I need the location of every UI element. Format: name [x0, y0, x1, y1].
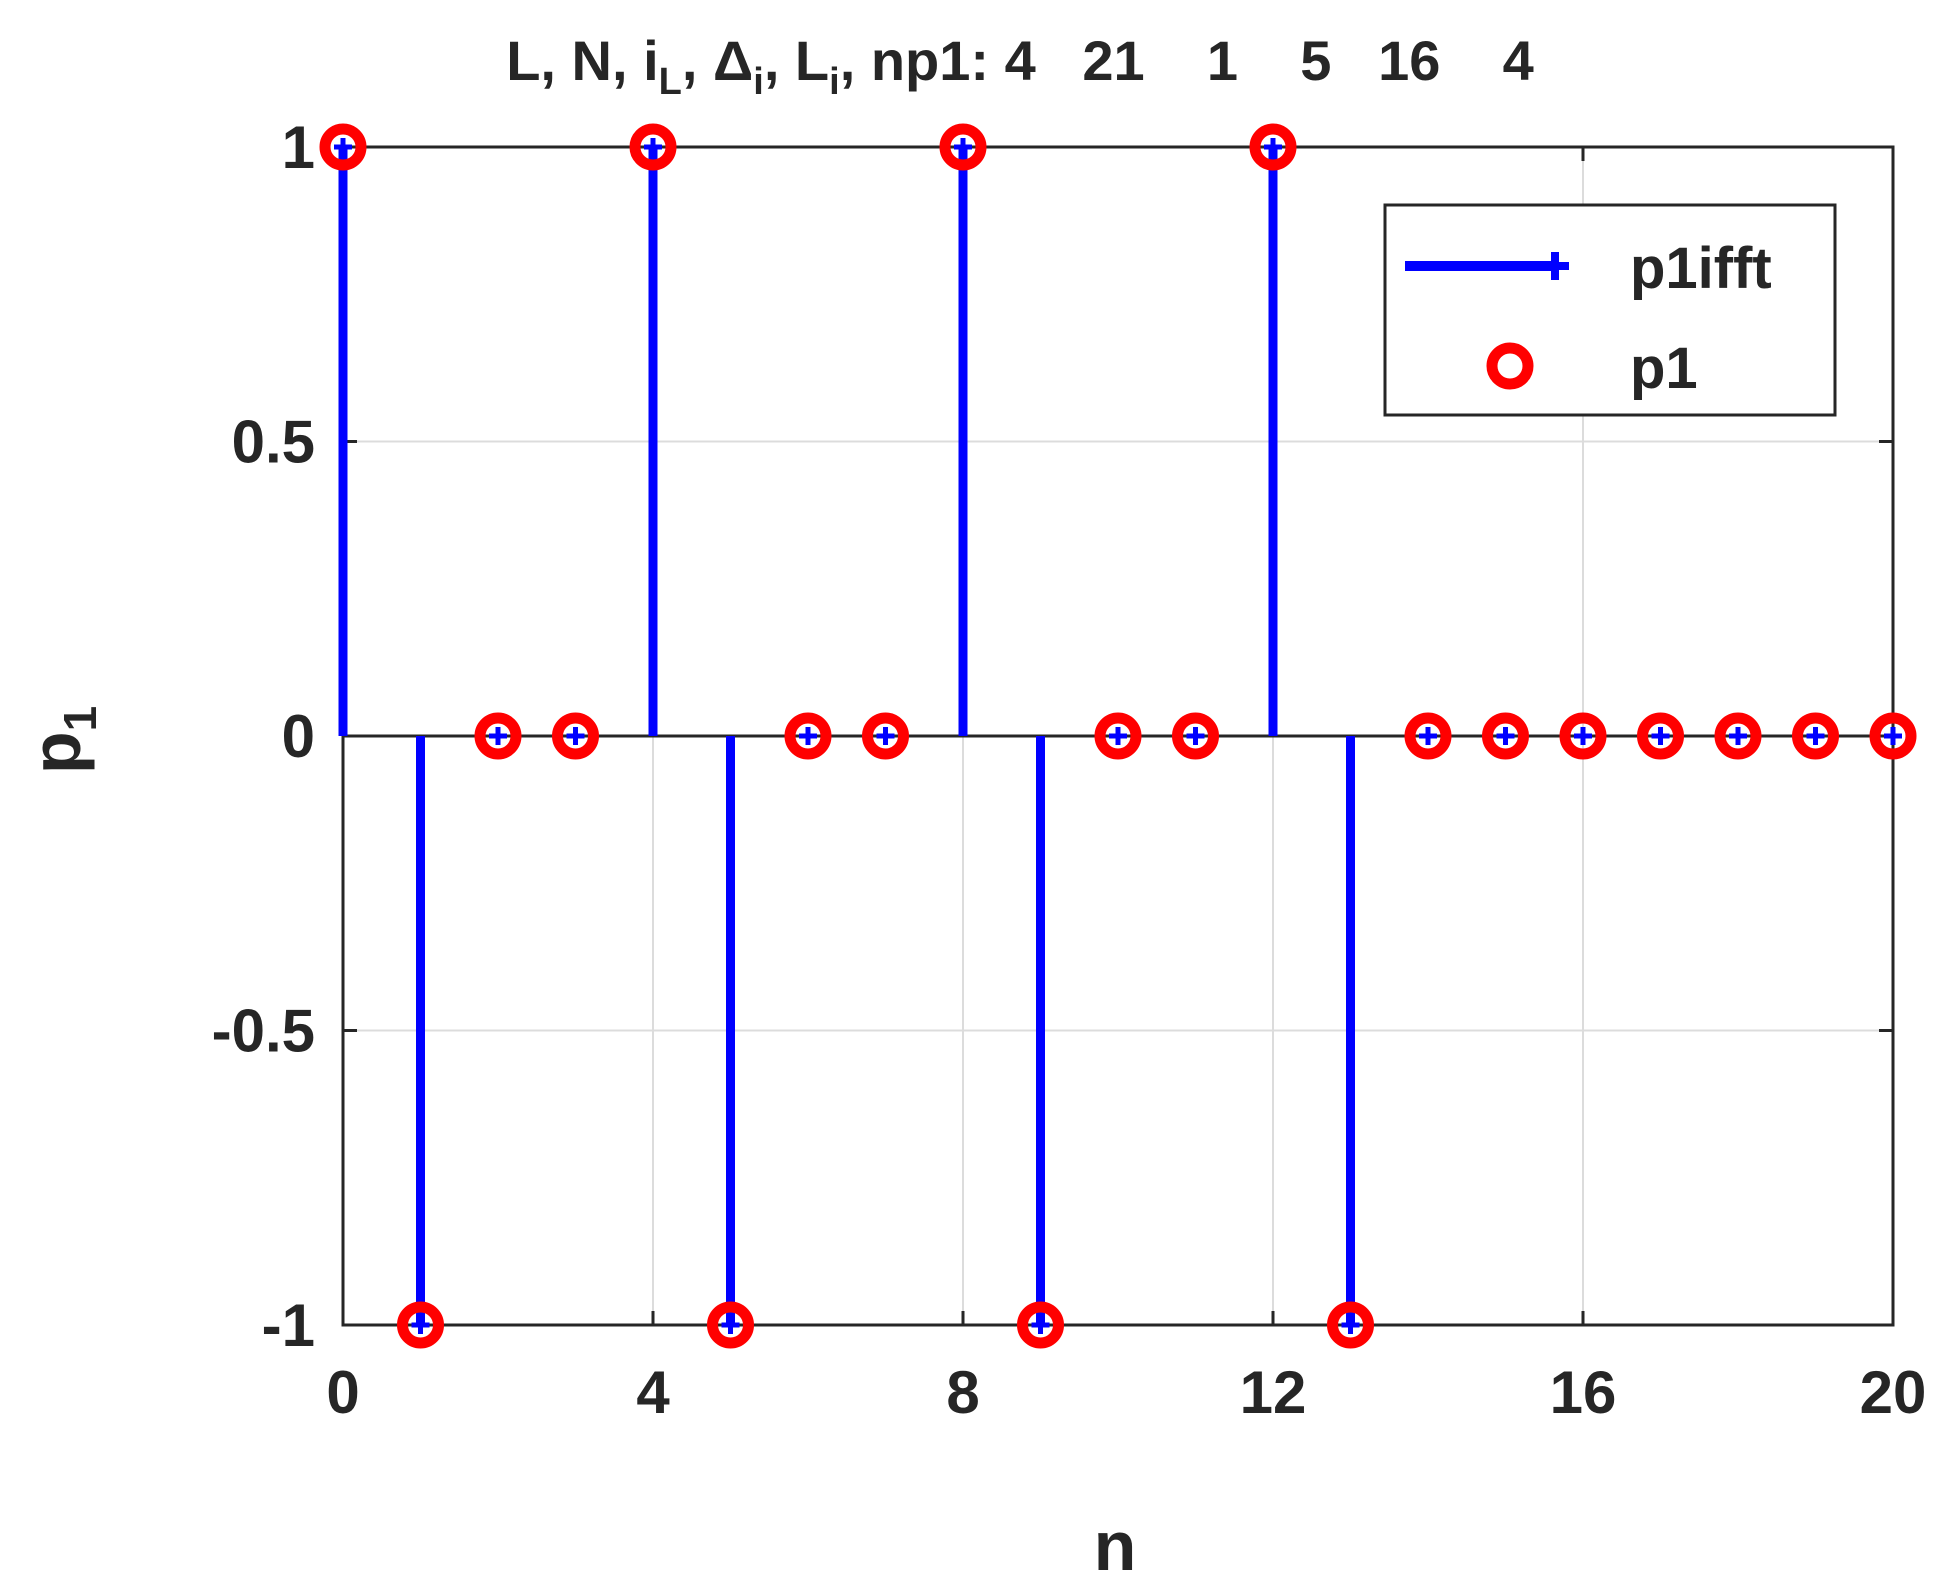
legend: p1ifft p1	[1383, 203, 1837, 417]
p1-circle-marker	[1714, 712, 1762, 760]
y-tick-label: -0.5	[212, 998, 315, 1065]
p1-circle-marker	[319, 123, 367, 171]
p1ifft-plus-marker	[876, 727, 895, 745]
title-segment-5: i	[829, 61, 840, 103]
x-tick-label: 20	[1860, 1359, 1927, 1426]
legend-label-p1: p1	[1630, 336, 1698, 401]
y-axis-label-subscript: 1	[54, 706, 106, 732]
p1ifft-plus-marker	[1186, 727, 1205, 745]
legend-box	[1383, 203, 1837, 417]
title-segment-6: , np1: 4 21 1 5 16 4	[840, 29, 1534, 92]
x-tick-label: 4	[636, 1359, 670, 1426]
p1ifft-plus-marker	[1651, 727, 1670, 745]
title-segment-4: , L	[764, 29, 829, 92]
p1ifft-plus-marker	[1341, 1316, 1360, 1334]
p1-circle-marker	[784, 712, 832, 760]
p1-circle-marker	[862, 712, 909, 760]
x-tick-label: 8	[946, 1359, 979, 1426]
p1-circle-marker	[1482, 712, 1529, 760]
p1-circle-marker	[397, 1301, 444, 1349]
x-axis-label: n	[1094, 1507, 1137, 1585]
y-tick-label: 0	[282, 703, 315, 770]
p1ifft-plus-marker	[1806, 727, 1825, 745]
title-segment-2: , Δ	[682, 29, 753, 92]
p1-circle-marker	[1249, 123, 1297, 171]
p1-circle-marker	[474, 712, 522, 760]
p1ifft-plus-marker	[1496, 727, 1515, 745]
legend-plus-marker	[1541, 252, 1569, 280]
p1-circle-marker	[1017, 1301, 1064, 1349]
y-tick-label: 1	[282, 114, 315, 181]
circle-series	[319, 123, 1917, 1349]
y-tick-label: 0.5	[232, 409, 315, 476]
legend-circle-marker	[1486, 342, 1534, 390]
p1ifft-plus-marker	[566, 727, 585, 745]
p1ifft-plus-marker	[799, 727, 817, 745]
p1ifft-plus-marker	[644, 138, 662, 156]
p1-circle-marker	[1637, 712, 1684, 760]
p1-circle-marker	[1559, 712, 1607, 760]
p1-circle-marker	[939, 123, 987, 171]
p1ifft-plus-marker	[1574, 727, 1592, 745]
x-tick-label: 12	[1240, 1359, 1307, 1426]
p1ifft-plus-marker	[334, 138, 352, 156]
p1-circle-marker	[1404, 712, 1452, 760]
p1-circle-marker	[707, 1301, 754, 1349]
p1-circle-marker	[1172, 712, 1219, 760]
p1-circle-marker	[1094, 712, 1142, 760]
p1ifft-plus-marker	[1031, 1316, 1050, 1334]
title-segment-1: L	[659, 61, 682, 103]
legend-label-p1ifft: p1ifft	[1630, 236, 1772, 301]
p1-circle-marker	[629, 123, 677, 171]
y-axis-label: p1	[17, 706, 106, 774]
p1ifft-plus-marker	[1109, 727, 1127, 745]
y-tick-label: -1	[262, 1292, 315, 1359]
p1ifft-plus-marker	[954, 138, 972, 156]
p1-circle-marker	[552, 712, 599, 760]
p1ifft-plus-marker	[411, 1316, 430, 1334]
x-tick-label: 0	[326, 1359, 359, 1426]
p1ifft-plus-marker	[1884, 727, 1902, 745]
title-segment-3: i	[753, 61, 764, 103]
title-segment-0: L, N, i	[506, 29, 658, 92]
p1-circle-marker	[1327, 1301, 1374, 1349]
p1ifft-plus-marker	[1264, 138, 1282, 156]
p1ifft-plus-marker	[1729, 727, 1747, 745]
y-axis-label-main: p	[17, 731, 95, 774]
x-tick-label: 16	[1550, 1359, 1617, 1426]
svg-text:p1: p1	[17, 706, 106, 774]
p1-circle-marker	[1792, 712, 1839, 760]
tick-labels: 0 4 8 12 16 20 -1 -0.5 0 0.5 1	[212, 114, 1927, 1426]
p1ifft-plus-marker	[721, 1316, 740, 1334]
chart-title: L, N, iL, Δi, Li, np1: 4 21 1 5 16 4	[506, 29, 1534, 103]
p1ifft-plus-marker	[1419, 727, 1437, 745]
p1ifft-plus-marker	[489, 727, 507, 745]
p1-circle-marker	[1869, 712, 1917, 760]
